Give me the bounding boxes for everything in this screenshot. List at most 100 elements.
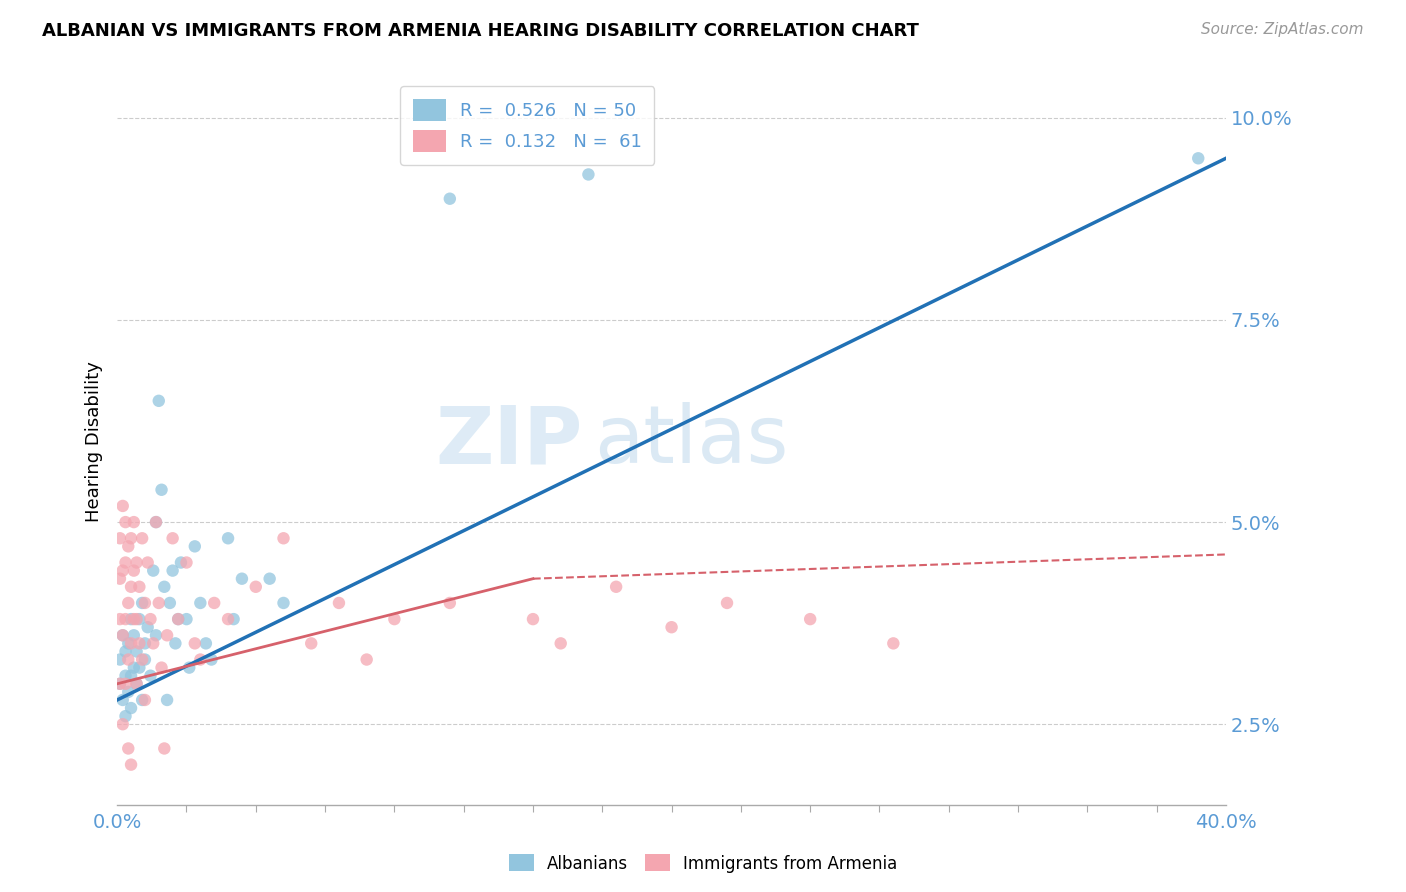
Point (167, 612, 190, 626)
Point (136, 620, 159, 634)
Point (125, 644, 148, 658)
Point (122, 660, 145, 674)
Point (128, 660, 150, 674)
Point (131, 531, 153, 545)
Point (108, 652, 131, 666)
Point (273, 596, 295, 610)
Point (384, 612, 406, 626)
Point (139, 612, 162, 626)
Point (117, 596, 139, 610)
Point (165, 636, 187, 650)
Point (150, 483, 173, 497)
Point (156, 628, 179, 642)
Point (122, 515, 145, 529)
Point (578, 168, 600, 182)
Point (231, 572, 253, 586)
Text: Source: ZipAtlas.com: Source: ZipAtlas.com (1201, 22, 1364, 37)
Point (148, 393, 170, 408)
Point (108, 612, 131, 626)
Point (122, 612, 145, 626)
Point (114, 709, 136, 723)
Point (200, 652, 222, 666)
Point (128, 636, 150, 650)
Point (162, 564, 184, 578)
Legend: Albanians, Immigrants from Armenia: Albanians, Immigrants from Armenia (502, 847, 904, 880)
Point (439, 192, 461, 206)
Point (122, 564, 145, 578)
Point (184, 636, 207, 650)
Point (222, 612, 245, 626)
Point (108, 677, 131, 691)
Point (328, 596, 350, 610)
Point (131, 693, 153, 707)
Point (108, 572, 131, 586)
Point (202, 596, 225, 610)
Point (170, 556, 193, 570)
Point (117, 685, 139, 699)
Point (111, 564, 134, 578)
Point (799, 612, 821, 626)
Legend: R =  0.526   N = 50, R =  0.132   N =  61: R = 0.526 N = 50, R = 0.132 N = 61 (401, 87, 654, 165)
Point (111, 628, 134, 642)
Point (108, 677, 131, 691)
Point (108, 531, 131, 545)
Point (125, 677, 148, 691)
Point (120, 701, 142, 715)
Point (120, 757, 142, 772)
Point (273, 531, 295, 545)
Point (117, 636, 139, 650)
Point (117, 741, 139, 756)
Point (299, 636, 322, 650)
Point (117, 652, 139, 666)
Point (194, 636, 217, 650)
Point (661, 620, 683, 634)
Point (167, 612, 190, 626)
Y-axis label: Hearing Disability: Hearing Disability (86, 361, 103, 522)
Point (120, 531, 142, 545)
Point (156, 693, 179, 707)
Point (162, 531, 184, 545)
Point (188, 596, 211, 610)
Point (176, 612, 198, 626)
Point (153, 580, 176, 594)
Point (184, 540, 207, 554)
Point (114, 669, 136, 683)
Point (176, 556, 198, 570)
Point (217, 531, 239, 545)
Point (150, 660, 173, 674)
Point (179, 660, 201, 674)
Point (125, 612, 148, 626)
Point (114, 556, 136, 570)
Point (145, 628, 167, 642)
Point (111, 628, 134, 642)
Point (134, 652, 156, 666)
Point (134, 596, 156, 610)
Point (120, 669, 142, 683)
Point (128, 580, 150, 594)
Point (122, 628, 145, 642)
Point (217, 612, 239, 626)
Point (117, 540, 139, 554)
Point (148, 596, 170, 610)
Point (131, 652, 153, 666)
Point (114, 644, 136, 658)
Point (145, 515, 167, 529)
Point (131, 596, 153, 610)
Point (153, 741, 176, 756)
Point (142, 564, 165, 578)
Point (114, 515, 136, 529)
Point (259, 572, 281, 586)
Point (356, 652, 378, 666)
Point (145, 515, 167, 529)
Point (114, 677, 136, 691)
Point (120, 636, 142, 650)
Point (159, 596, 181, 610)
Point (245, 580, 267, 594)
Point (125, 556, 148, 570)
Point (111, 693, 134, 707)
Point (550, 636, 572, 650)
Point (139, 669, 162, 683)
Point (134, 636, 156, 650)
Text: ZIP: ZIP (436, 402, 583, 480)
Point (522, 612, 544, 626)
